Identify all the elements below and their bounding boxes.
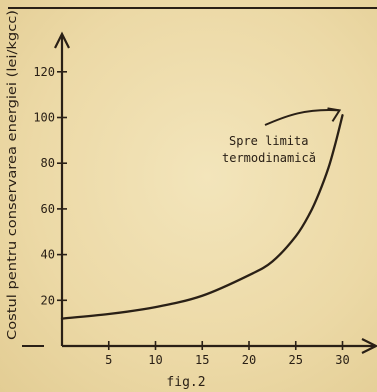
- y-tick-label: 120: [33, 65, 55, 79]
- x-tick-label: 20: [242, 353, 256, 367]
- annotation-arrow: [264, 109, 340, 126]
- x-tick-label: 5: [105, 353, 112, 367]
- x-axis-arrow: [361, 338, 377, 354]
- x-tick-label: 30: [335, 353, 349, 367]
- y-tick-label: 60: [41, 202, 55, 216]
- y-tick-label: 80: [41, 156, 55, 170]
- y-tick-label: 40: [41, 248, 55, 262]
- x-tick-label: 10: [148, 353, 162, 367]
- annotation-line-1: Spre limita: [229, 134, 308, 148]
- y-axis-label: Costul pentru conservarea energiei (lei/…: [5, 10, 19, 340]
- tick-layer: 5 10 15 20 25 30 20 40 60 80 100 120: [33, 65, 349, 367]
- annotation-arrowhead: [327, 107, 342, 122]
- y-tick-label: 20: [41, 293, 55, 307]
- y-axis-arrow: [54, 31, 70, 49]
- series-line: [60, 114, 344, 320]
- annotation-line-2: termodinamică: [222, 151, 316, 165]
- series-layer: [60, 114, 344, 320]
- figure-caption: fig.2: [166, 375, 205, 390]
- y-tick-label: 100: [33, 111, 55, 125]
- x-tick-label: 25: [289, 353, 303, 367]
- x-tick-label: 15: [195, 353, 209, 367]
